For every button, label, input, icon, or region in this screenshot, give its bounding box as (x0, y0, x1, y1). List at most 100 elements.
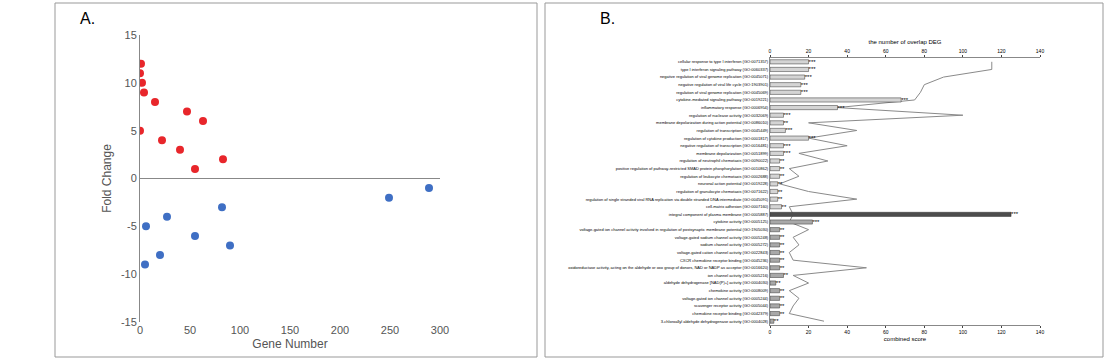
svg-text:inflammatory response (GO:0006: inflammatory response (GO:0006954) (701, 105, 769, 110)
svg-text:Fold Change: Fold Change (100, 144, 114, 213)
svg-text:**: ** (784, 272, 789, 278)
svg-text:**: ** (780, 265, 785, 271)
svg-text:sodium channel activity (GO:00: sodium channel activity (GO:0005272) (700, 242, 769, 247)
svg-text:***: *** (784, 150, 792, 156)
svg-text:0: 0 (769, 48, 772, 54)
svg-text:membrane depolarization during: membrane depolarization during action po… (656, 120, 769, 125)
svg-text:**: ** (782, 204, 787, 210)
svg-text:voltage-gated cation channel a: voltage-gated cation channel activity (G… (677, 250, 769, 255)
svg-text:100: 100 (231, 324, 249, 336)
svg-text:cytokine-mediated signaling pa: cytokine-mediated signaling pathway (GO:… (676, 97, 769, 102)
svg-text:**: ** (780, 295, 785, 301)
svg-text:150: 150 (281, 324, 299, 336)
svg-text:5: 5 (131, 125, 137, 137)
svg-text:chemokine activity (GO:0008009: chemokine activity (GO:0008009) (709, 288, 769, 293)
svg-text:**: ** (780, 288, 785, 294)
svg-text:voltage-gated ion channel acti: voltage-gated ion channel activity (GO:0… (682, 296, 768, 301)
svg-text:***: *** (784, 112, 792, 118)
svg-text:80: 80 (922, 329, 928, 335)
svg-text:***: *** (784, 143, 792, 149)
svg-text:***: *** (838, 105, 846, 111)
svg-text:**: ** (780, 303, 785, 309)
svg-text:voltage-gated ion channel acti: voltage-gated ion channel activity invol… (579, 227, 768, 232)
svg-text:**: ** (776, 280, 781, 286)
svg-text:***: *** (801, 82, 809, 88)
svg-text:***: *** (809, 135, 817, 141)
svg-text:**: ** (778, 189, 783, 195)
svg-text:-5: -5 (127, 220, 137, 232)
svg-text:Gene Number: Gene Number (252, 337, 327, 351)
svg-text:40: 40 (844, 48, 850, 54)
svg-text:***: *** (812, 219, 820, 225)
svg-text:***: *** (801, 89, 809, 95)
svg-text:CXCR chemokine receptor bindin: CXCR chemokine receptor binding (GO:0045… (680, 258, 769, 263)
svg-text:negative regulation of transcr: negative regulation of transcription (GO… (680, 143, 768, 148)
svg-text:***: *** (809, 59, 817, 65)
svg-text:cellular response to type I in: cellular response to type I interferon (… (678, 59, 769, 64)
svg-text:**: ** (780, 173, 785, 179)
svg-text:**: ** (780, 158, 785, 164)
svg-text:**: ** (780, 250, 785, 256)
svg-text:**: ** (778, 196, 783, 202)
svg-text:**: ** (780, 227, 785, 233)
svg-text:60: 60 (883, 48, 889, 54)
svg-text:regulation of granulocyte chem: regulation of granulocyte chemotaxis (GO… (676, 189, 768, 194)
svg-text:0: 0 (137, 324, 143, 336)
svg-text:20: 20 (806, 48, 812, 54)
svg-text:120: 120 (997, 329, 1006, 335)
svg-text:10: 10 (125, 77, 137, 89)
svg-text:aldehyde dehydrogenase [NAD(P): aldehyde dehydrogenase [NAD(P)+] activit… (664, 280, 769, 285)
svg-text:**: ** (780, 166, 785, 172)
svg-text:***: *** (785, 127, 793, 133)
svg-text:voltage-gated sodium channel a: voltage-gated sodium channel activity (G… (675, 235, 769, 240)
svg-text:140: 140 (1036, 48, 1045, 54)
svg-text:chemokine receptor binding (GO: chemokine receptor binding (GO:0042379) (692, 311, 768, 316)
svg-text:**: ** (780, 311, 785, 317)
svg-text:-10: -10 (121, 268, 137, 280)
svg-text:140: 140 (1036, 329, 1045, 335)
svg-text:regulation of transcription (G: regulation of transcription (GO:0045449) (697, 128, 769, 133)
svg-text:integral component of plasma m: integral component of plasma membrane (G… (669, 212, 769, 217)
svg-text:regulation of neutrophil chemo: regulation of neutrophil chemotaxis (GO:… (679, 158, 768, 163)
svg-text:100: 100 (959, 48, 968, 54)
svg-text:120: 120 (997, 48, 1006, 54)
svg-text:A.: A. (80, 10, 95, 27)
svg-text:**: ** (778, 181, 783, 187)
svg-text:250: 250 (381, 324, 399, 336)
svg-text:regulation of single stranded: regulation of single stranded viral RNA … (586, 197, 769, 202)
svg-text:negative regulation of viral l: negative regulation of viral life cycle … (678, 82, 768, 87)
svg-text:***: *** (805, 74, 813, 80)
svg-text:neuronal action potential (GO:: neuronal action potential (GO:0019228) (698, 181, 769, 186)
svg-text:100: 100 (959, 329, 968, 335)
svg-text:regulation of leukocyte chemot: regulation of leukocyte chemotaxis (GO:0… (680, 174, 769, 179)
svg-text:**: ** (784, 120, 789, 126)
svg-text:type I interferon signaling pa: type I interferon signaling pathway (GO:… (681, 67, 769, 72)
svg-text:15: 15 (125, 29, 137, 41)
svg-text:oxidoreductase activity, actin: oxidoreductase activity, acting on the a… (568, 265, 769, 270)
svg-text:regulation of cytokine product: regulation of cytokine production (GO:00… (684, 136, 769, 141)
svg-text:cytokine activity (GO:0005125): cytokine activity (GO:0005125) (713, 219, 768, 224)
svg-text:50: 50 (184, 324, 196, 336)
svg-text:**: ** (780, 257, 785, 263)
svg-text:scavenger receptor activity (G: scavenger receptor activity (GO:0005044) (694, 303, 769, 308)
svg-text:negative regulation of viral g: negative regulation of viral genome repl… (660, 74, 769, 79)
svg-text:0: 0 (131, 172, 137, 184)
svg-text:positive regulation of pathway: positive regulation of pathway-restricte… (616, 166, 769, 171)
svg-text:***: *** (809, 66, 817, 72)
svg-text:B.: B. (600, 10, 615, 27)
svg-text:**: ** (774, 318, 779, 324)
svg-text:regulation of nuclease activit: regulation of nuclease activity (GO:0032… (689, 113, 769, 118)
svg-text:200: 200 (331, 324, 349, 336)
svg-text:300: 300 (431, 324, 449, 336)
svg-text:**: ** (780, 234, 785, 240)
svg-text:60: 60 (883, 329, 889, 335)
svg-text:-15: -15 (121, 316, 137, 328)
svg-text:40: 40 (844, 329, 850, 335)
svg-text:regulation of viral genome rep: regulation of viral genome replication (… (676, 90, 769, 95)
svg-text:ion channel activity (GO:00052: ion channel activity (GO:0005216) (708, 273, 769, 278)
svg-text:membrane depolarization (GO:00: membrane depolarization (GO:0051899) (696, 151, 768, 156)
svg-text:***: *** (1011, 211, 1019, 217)
svg-text:combined score: combined score (884, 336, 927, 342)
svg-text:80: 80 (922, 48, 928, 54)
svg-text:0: 0 (769, 329, 772, 335)
